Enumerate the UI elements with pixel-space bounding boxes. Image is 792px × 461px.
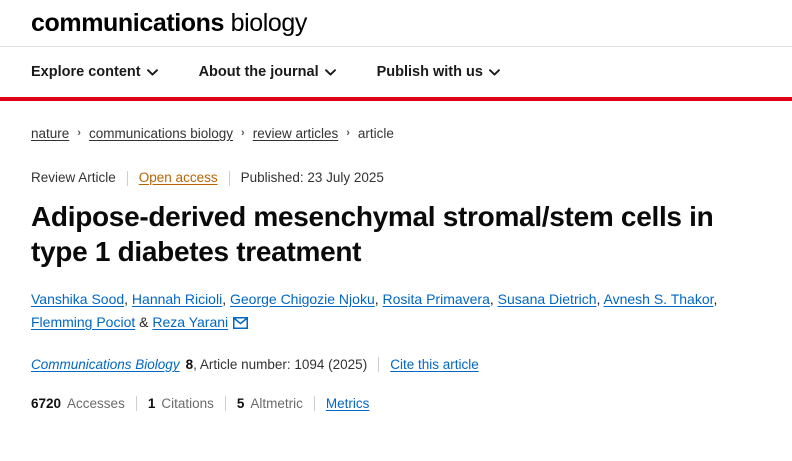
article-type-label: Review Article [31, 170, 116, 186]
author-sep: , [124, 291, 132, 308]
author-link[interactable]: George Chigozie Njoku [229, 291, 375, 308]
nav-item-label: Publish with us [376, 64, 483, 80]
nav-item-label: About the journal [198, 64, 319, 80]
volume-number: 8 [185, 357, 194, 373]
metrics-bar: 6720 Accesses 1 Citations 5 Altmetric Me… [31, 396, 761, 412]
author-sep: , [374, 291, 383, 308]
chevron-down-icon [324, 64, 336, 80]
meta-divider [378, 357, 380, 373]
altmetric-count: 5 [236, 396, 245, 412]
journal-logo[interactable]: communications biology [31, 8, 308, 37]
envelope-icon[interactable] [233, 313, 249, 336]
author-list: Vanshika Sood, Hannah Ricioli, George Ch… [31, 288, 751, 335]
author-link[interactable]: Hannah Ricioli [131, 291, 223, 308]
breadcrumb-item-review-articles[interactable]: review articles [252, 126, 339, 141]
breadcrumb-item-article: article [357, 126, 394, 141]
breadcrumb-separator-icon: › [346, 127, 350, 140]
page-title: Adipose-derived mesenchymal stromal/stem… [31, 200, 714, 267]
nav-item-explore-content[interactable]: Explore content [31, 64, 158, 80]
article-header: Review Article Open access Published: 23… [0, 170, 792, 412]
author-sep: , [596, 291, 604, 308]
published-date: Published: 23 July 2025 [240, 170, 384, 186]
meta-divider [126, 170, 128, 186]
article-number: , Article number: 1094 (2025) [193, 357, 368, 373]
chevron-down-icon [488, 64, 500, 80]
author-sep: , [713, 291, 718, 308]
metrics-link[interactable]: Metrics [325, 396, 370, 412]
site-masthead: communications biology [0, 0, 792, 47]
author-link-corresponding[interactable]: Reza Yarani [152, 313, 229, 330]
citation-line: Communications Biology 8 , Article numbe… [31, 357, 761, 373]
author-link[interactable]: Flemming Pociot [31, 313, 136, 330]
journal-name-link[interactable]: Communications Biology [31, 357, 180, 373]
meta-divider [135, 396, 137, 412]
nav-item-about-the-journal[interactable]: About the journal [199, 64, 336, 80]
author-link[interactable]: Avnesh S. Thakor [603, 291, 714, 308]
cite-this-article-link[interactable]: Cite this article [390, 357, 479, 373]
main-navigation: Explore content About the journal Publis… [0, 47, 792, 97]
author-link[interactable]: Susana Dietrich [497, 291, 597, 308]
nav-item-publish-with-us[interactable]: Publish with us [377, 64, 500, 80]
breadcrumb: nature › communications biology › review… [0, 101, 792, 141]
chevron-down-icon [146, 64, 158, 80]
brand-accent-bar [0, 97, 792, 101]
citations-label: Citations [161, 396, 214, 412]
meta-divider [228, 170, 230, 186]
author-sep: , [222, 291, 230, 308]
open-access-link[interactable]: Open access [138, 170, 218, 186]
author-link[interactable]: Rosita Primavera [382, 291, 490, 308]
nav-item-label: Explore content [31, 64, 141, 80]
accesses-label: Accesses [67, 396, 125, 412]
citations-count: 1 [147, 396, 156, 412]
meta-divider [313, 396, 315, 412]
article-meta-line: Review Article Open access Published: 23… [31, 170, 761, 186]
author-sep: , [489, 291, 498, 308]
breadcrumb-item-communications-biology[interactable]: communications biology [88, 126, 234, 141]
breadcrumb-separator-icon: › [241, 127, 245, 140]
author-sep-final: & [135, 313, 153, 330]
author-link[interactable]: Vanshika Sood [31, 291, 125, 308]
breadcrumb-item-nature[interactable]: nature [31, 126, 70, 141]
meta-divider [224, 396, 226, 412]
accesses-count: 6720 [31, 396, 62, 412]
journal-logo-light: biology [230, 8, 308, 37]
breadcrumb-separator-icon: › [77, 127, 81, 140]
altmetric-label: Altmetric [250, 396, 303, 412]
journal-logo-strong: communications [31, 8, 225, 37]
